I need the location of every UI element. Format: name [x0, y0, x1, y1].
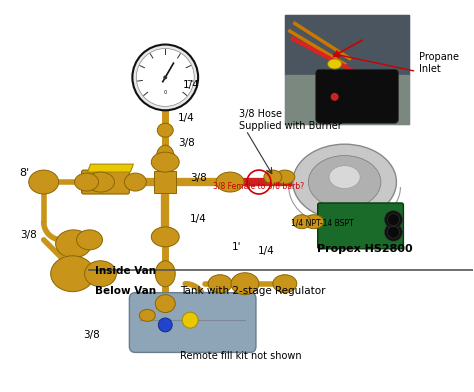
Text: 1': 1' — [232, 242, 242, 252]
Ellipse shape — [156, 145, 174, 169]
Text: 1/4: 1/4 — [258, 246, 275, 256]
FancyBboxPatch shape — [129, 293, 256, 352]
Ellipse shape — [124, 173, 146, 191]
Text: 1/4 NPT-14 BSPT: 1/4 NPT-14 BSPT — [292, 219, 354, 228]
Ellipse shape — [84, 261, 117, 287]
Ellipse shape — [77, 230, 102, 250]
Ellipse shape — [231, 273, 259, 295]
Ellipse shape — [309, 156, 381, 209]
Circle shape — [387, 214, 400, 225]
Ellipse shape — [55, 230, 91, 258]
Ellipse shape — [74, 173, 99, 191]
Ellipse shape — [29, 170, 59, 194]
Ellipse shape — [329, 166, 360, 189]
Ellipse shape — [304, 215, 324, 229]
Text: 3/8 Hose
Supplied with Burner: 3/8 Hose Supplied with Burner — [239, 109, 342, 131]
Text: Inside Van: Inside Van — [95, 266, 156, 276]
Circle shape — [137, 49, 194, 106]
Ellipse shape — [328, 59, 342, 69]
Polygon shape — [88, 164, 133, 172]
Ellipse shape — [216, 172, 244, 192]
Text: Remote fill kit not shown: Remote fill kit not shown — [180, 351, 302, 361]
Bar — [155, 171, 176, 193]
Text: 1/4: 1/4 — [190, 214, 207, 225]
Circle shape — [158, 318, 172, 332]
Ellipse shape — [51, 256, 94, 292]
Ellipse shape — [155, 261, 175, 287]
Circle shape — [182, 312, 198, 328]
Ellipse shape — [139, 309, 155, 321]
FancyBboxPatch shape — [316, 69, 399, 123]
Text: 8': 8' — [20, 167, 30, 178]
Circle shape — [384, 211, 402, 229]
Ellipse shape — [151, 227, 179, 247]
Text: Propex HS2800: Propex HS2800 — [317, 244, 413, 254]
Ellipse shape — [87, 172, 114, 192]
Ellipse shape — [155, 295, 175, 312]
Text: 3/8: 3/8 — [83, 330, 100, 339]
Text: 3/8: 3/8 — [178, 138, 195, 148]
Circle shape — [163, 75, 167, 80]
Text: Below Van: Below Van — [95, 285, 156, 296]
Ellipse shape — [293, 144, 396, 220]
Text: Propane
Inlet: Propane Inlet — [419, 53, 459, 74]
Ellipse shape — [273, 275, 297, 293]
Text: 3/8 Female to 3/8 barb?: 3/8 Female to 3/8 barb? — [213, 182, 304, 191]
Text: 1/4: 1/4 — [182, 80, 200, 90]
FancyBboxPatch shape — [82, 170, 129, 194]
Ellipse shape — [264, 170, 282, 184]
Text: 3/8: 3/8 — [20, 230, 36, 240]
Ellipse shape — [208, 275, 232, 293]
Circle shape — [387, 226, 400, 238]
Circle shape — [132, 45, 198, 110]
FancyBboxPatch shape — [318, 203, 403, 249]
Ellipse shape — [151, 152, 179, 172]
Ellipse shape — [293, 215, 311, 229]
Text: 0: 0 — [164, 90, 167, 95]
Text: 3/8: 3/8 — [190, 173, 207, 183]
Ellipse shape — [157, 123, 173, 137]
Text: 1/4: 1/4 — [178, 113, 195, 123]
Ellipse shape — [155, 175, 175, 193]
Circle shape — [331, 93, 338, 101]
Circle shape — [384, 223, 402, 241]
FancyBboxPatch shape — [285, 15, 410, 124]
Ellipse shape — [275, 170, 295, 184]
Text: Tank with 2-stage Regulator: Tank with 2-stage Regulator — [180, 285, 326, 296]
